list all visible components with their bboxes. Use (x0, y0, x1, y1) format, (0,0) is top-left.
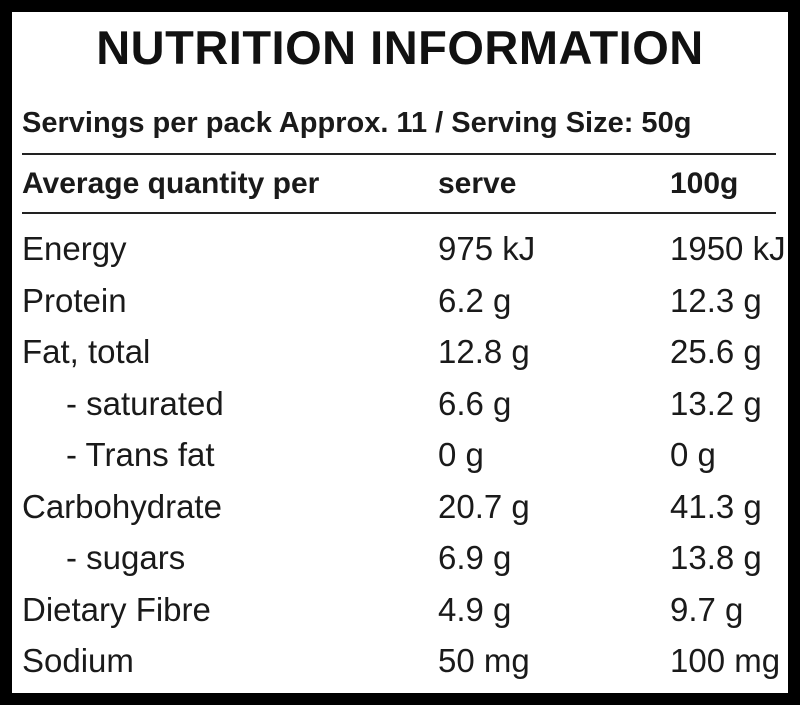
nutrient-name: Sodium (22, 642, 134, 679)
table-row-trans-fat: - Trans fat 0 g 0 g (12, 436, 788, 488)
header-100g: 100g (670, 167, 739, 200)
header-average-quantity: Average quantity per (22, 167, 320, 200)
nutrient-name: - sugars (66, 539, 186, 576)
divider-top (22, 153, 776, 155)
value-per-serve: 975 kJ (438, 230, 536, 267)
nutrient-name: - saturated (66, 384, 224, 422)
value-per-100g: 13.2 g (670, 384, 762, 422)
value-per-100g: 25.6 g (670, 333, 762, 370)
value-per-serve: 4.9 g (438, 590, 512, 628)
value-per-100g: 100 mg (670, 642, 781, 679)
value-per-100g: 41.3 g (670, 487, 762, 525)
nutrition-panel: NUTRITION INFORMATION Servings per pack … (12, 12, 788, 693)
nutrient-name: Protein (22, 281, 127, 319)
value-per-serve: 20.7 g (438, 487, 530, 525)
value-per-serve: 6.9 g (438, 539, 512, 576)
nutrient-name: Carbohydrate (22, 487, 222, 525)
table-row-sodium: Sodium 50 mg 100 mg (12, 642, 788, 694)
value-per-100g: 12.3 g (670, 281, 762, 319)
table-row-sugars: - sugars 6.9 g 13.8 g (12, 539, 788, 591)
serving-info: Servings per pack Approx. 11 / Serving S… (22, 107, 692, 139)
nutrient-name: - Trans fat (66, 436, 215, 473)
table-row-protein: Protein 6.2 g 12.3 g (12, 282, 788, 334)
divider-header (22, 212, 776, 214)
panel-title: NUTRITION INFORMATION (96, 21, 704, 74)
value-per-serve: 0 g (438, 436, 484, 473)
table-row-carbohydrate: Carbohydrate 20.7 g 41.3 g (12, 488, 788, 540)
value-per-serve: 12.8 g (438, 333, 530, 370)
value-per-100g: 9.7 g (670, 590, 744, 628)
value-per-100g: 13.8 g (670, 539, 762, 576)
value-per-100g: 0 g (670, 436, 716, 473)
value-per-serve: 6.6 g (438, 384, 512, 422)
table-row-fat-total: Fat, total 12.8 g 25.6 g (12, 333, 788, 385)
value-per-serve: 50 mg (438, 642, 530, 679)
nutrient-table: Energy 975 kJ 1950 kJ Protein 6.2 g 12.3… (12, 230, 788, 694)
table-row-saturated: - saturated 6.6 g 13.2 g (12, 385, 788, 437)
nutrient-name: Fat, total (22, 333, 151, 370)
nutrient-name: Dietary Fibre (22, 590, 211, 628)
nutrient-name: Energy (22, 230, 127, 267)
table-row-dietary-fibre: Dietary Fibre 4.9 g 9.7 g (12, 591, 788, 643)
table-row-energy: Energy 975 kJ 1950 kJ (12, 230, 788, 282)
header-serve: serve (438, 167, 517, 200)
value-per-100g: 1950 kJ (670, 230, 786, 267)
value-per-serve: 6.2 g (438, 281, 512, 319)
